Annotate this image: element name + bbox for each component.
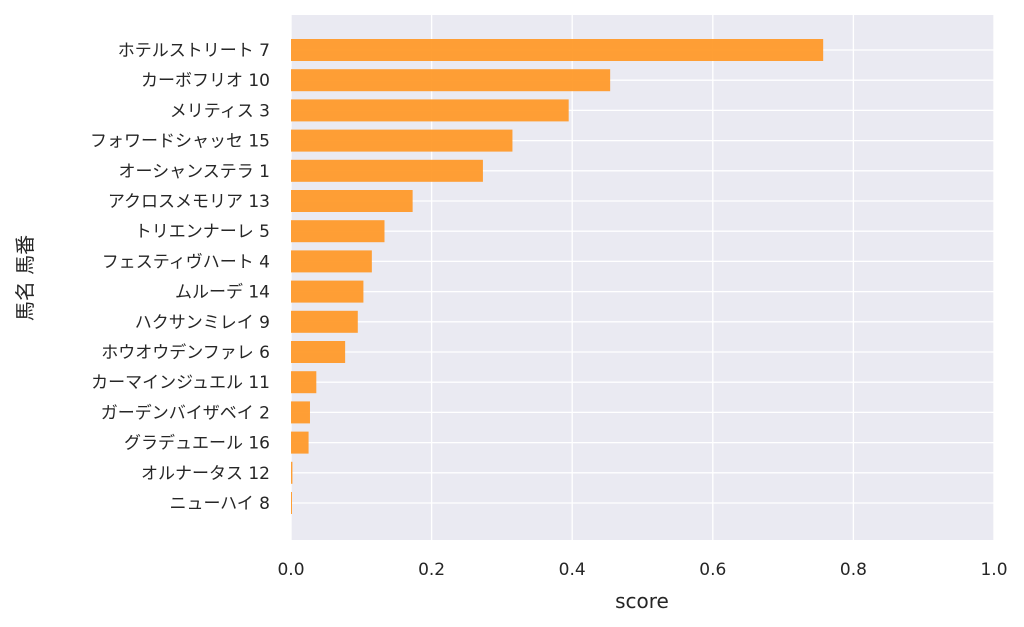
bar [291, 190, 413, 212]
bar [291, 341, 346, 363]
y-tick-labels: ホテルストリート 7 カーボフリオ 10 メリティス 3 フォワードシャッセ 15 オー… [90, 41, 270, 514]
x-tick-label: 0.6 [699, 560, 726, 580]
y-tick-label: フォワードシャッセ 15 [90, 132, 270, 152]
x-tick-label: 0.4 [559, 560, 586, 580]
y-tick-label: カーマインジュエル 11 [91, 373, 270, 393]
y-tick-label: ガーデンバイザベイ 2 [101, 402, 270, 423]
y-tick-label: フェスティヴハート 4 [102, 252, 270, 272]
y-axis-label: 馬名 馬番 [13, 235, 37, 321]
x-tick-labels: 0.0 0.2 0.4 0.6 0.8 1.0 [277, 560, 1007, 580]
bar [291, 371, 317, 394]
y-tick-label: アクロスメモリア 13 [108, 192, 270, 212]
bar [291, 159, 483, 182]
y-tick-label: オーシャンステラ 1 [118, 162, 270, 182]
x-tick-label: 0.0 [277, 560, 304, 580]
bar [291, 280, 364, 303]
y-tick-label: メリティス 3 [170, 101, 270, 121]
y-tick-label: カーボフリオ 10 [141, 71, 270, 91]
y-tick-label: ムルーデ 14 [175, 282, 270, 303]
bar [291, 492, 292, 514]
bars [291, 39, 824, 514]
x-tick-label: 0.8 [840, 560, 867, 580]
plot-background [291, 15, 994, 540]
y-tick-label: トリエンナーレ 5 [135, 222, 270, 242]
bar [291, 310, 358, 333]
x-tick-label: 0.2 [418, 560, 445, 580]
y-tick-label: オルナータス 12 [141, 464, 270, 484]
x-tick-label: 1.0 [980, 560, 1007, 580]
y-tick-label: ホウオウデンファレ 6 [101, 342, 270, 363]
bar [291, 250, 372, 273]
y-tick-label: ホテルストリート 7 [118, 41, 270, 61]
plot-area [291, 15, 994, 540]
y-tick-label: ニューハイ 8 [169, 494, 270, 514]
bar [291, 220, 385, 243]
y-tick-label: ハクサンミレイ 9 [135, 313, 270, 333]
bar [291, 99, 569, 122]
bar [291, 401, 310, 424]
bar [291, 461, 293, 484]
bar [291, 69, 611, 92]
y-tick-label: グラデュエール 16 [124, 433, 270, 454]
bar [291, 39, 824, 61]
bar [291, 129, 513, 152]
bar [291, 431, 309, 454]
x-axis-label: score [615, 589, 669, 613]
